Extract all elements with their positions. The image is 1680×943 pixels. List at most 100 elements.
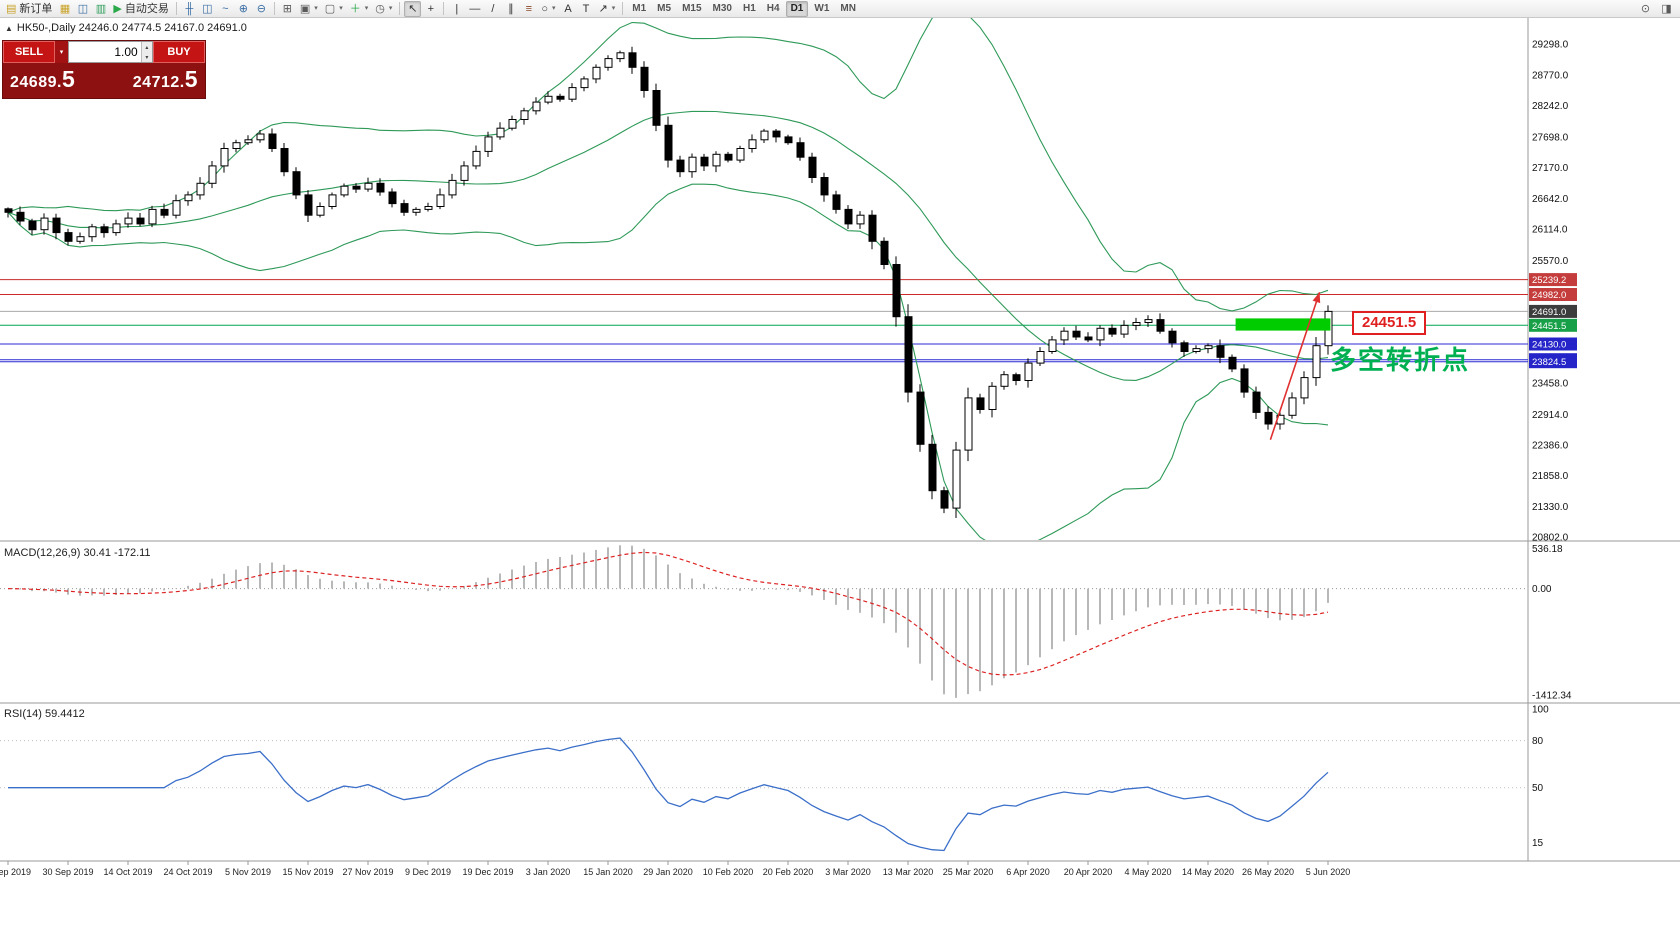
mt4-trading-window: ▤ 新订单 ▦ ◫ ▥ ▶ 自动交易 ╫ ◫ ~ ⊕ ⊖ ⊞ ▣ ▾ ▢ ▾ ＋ ▾ ◷ ▾ ↖ + | — / ∥ ≡ ○ ▾ A T ↗ ▾ M… [0,0,1680,877]
volume-up-icon[interactable]: ▴ [145,44,149,51]
crosshair-button[interactable]: + [422,1,439,17]
svg-text:27170.0: 27170.0 [1532,163,1569,174]
new-order-button-label: 新订单 [19,2,53,15]
svg-text:8 Sep 2019: 8 Sep 2019 [0,867,31,877]
svg-text:5 Jun 2020: 5 Jun 2020 [1306,867,1351,877]
timeframe-d1-button[interactable]: D1 [785,0,809,17]
timeframe-m5-button[interactable]: M5 [657,3,672,14]
tile-windows-button[interactable]: ⊞ [279,1,296,17]
autotrading-button[interactable]: ▶ 自动交易 [110,1,171,17]
cascade-windows-icon: ▣ [299,2,311,15]
search-button[interactable]: ⊙ [1637,1,1654,17]
toolbar-separator [443,2,445,15]
zoom-in-icon: ⊕ [238,2,248,15]
volume-dropdown-icon[interactable]: ▾ [55,41,68,63]
text-label-icon: T [582,2,590,15]
candles-layer [4,46,1333,518]
buy-price-main: 24712. [132,74,185,91]
terminal-button[interactable]: ▥ [92,1,109,17]
trend-arrow-annotation[interactable] [1269,292,1321,440]
market-watch-button[interactable]: ▦ [56,1,73,17]
svg-text:20 Feb 2020: 20 Feb 2020 [763,867,814,877]
timeframe-m30-button[interactable]: M30 [712,3,732,14]
date-axis: 8 Sep 2019 30 Sep 2019 14 Oct 2019 24 Oct 2… [0,861,1350,877]
svg-text:50: 50 [1532,783,1544,794]
new-order-button[interactable]: ▤ 新订单 [3,1,55,17]
candlestick-chart-button[interactable]: ◫ [199,1,216,17]
navigator-button[interactable]: ◫ [74,1,91,17]
svg-text:24691.0: 24691.0 [1532,307,1566,318]
volume-input[interactable] [69,42,141,62]
channel-button[interactable]: ∥ [502,1,519,17]
arrange-windows-button[interactable]: ▢ ▾ [322,1,346,17]
search-icon: ⊙ [1640,3,1651,15]
shapes-icon: ○ [541,2,549,15]
svg-text:24982.0: 24982.0 [1532,290,1566,301]
svg-text:4 May 2020: 4 May 2020 [1124,867,1171,877]
svg-text:3 Jan 2020: 3 Jan 2020 [526,867,571,877]
timeframe-w1-button[interactable]: W1 [814,3,830,14]
timeframe-h1-button[interactable]: H1 [742,3,756,14]
svg-text:21330.0: 21330.0 [1532,502,1569,513]
svg-text:24451.5: 24451.5 [1532,321,1566,332]
price-lines[interactable] [0,279,1528,363]
window-list-button[interactable]: ◨ [1658,1,1675,17]
line-chart-icon: ~ [222,2,229,15]
timeframe-h4-button[interactable]: H4 [766,3,780,14]
arrow-tools-button[interactable]: ↗ ▾ [596,1,619,17]
volume-stepper: ▴ ▾ [140,42,152,62]
line-chart-button[interactable]: ~ [217,1,234,17]
chevron-down-icon: ▾ [314,4,318,12]
svg-text:25239.2: 25239.2 [1532,275,1566,286]
sell-button[interactable]: SELL [3,41,55,63]
svg-text:14 Oct 2019: 14 Oct 2019 [103,867,152,877]
buy-button[interactable]: BUY [153,41,205,63]
crosshair-icon: + [427,2,435,15]
panel-frames [0,18,1680,862]
toolbar-separator [399,2,401,15]
cascade-windows-button[interactable]: ▣ ▾ [297,1,321,17]
bollinger-bands [7,18,1329,540]
timeframe-mn-button[interactable]: MN [840,3,856,14]
trendline-icon: / [491,2,495,15]
new-order-icon: ▤ [6,2,17,15]
zoom-in-button[interactable]: ⊕ [235,1,252,17]
svg-text:-1412.34: -1412.34 [1532,690,1572,701]
tile-windows-icon: ⊞ [282,2,292,15]
svg-text:15: 15 [1532,838,1544,849]
svg-text:23824.5: 23824.5 [1532,357,1566,368]
toolbar-separator [622,2,624,15]
profiles-icon: ◷ [375,2,385,15]
chevron-down-icon: ▾ [552,4,556,12]
fibonacci-button[interactable]: ≡ [520,1,537,17]
vertical-line-button[interactable]: | [448,1,465,17]
svg-text:0.00: 0.00 [1532,584,1552,595]
toolbar-separator [175,2,177,15]
price-callout-label[interactable]: 24451.5 [1352,311,1427,335]
bar-chart-button[interactable]: ╫ [181,1,198,17]
svg-text:15 Jan 2020: 15 Jan 2020 [583,867,633,877]
profiles-button[interactable]: ◷ ▾ [372,1,395,17]
text-button[interactable]: A [560,1,577,17]
volume-down-icon[interactable]: ▾ [145,54,149,61]
new-chart-button[interactable]: ＋ ▾ [347,1,372,17]
chevron-down-icon: ▾ [339,4,343,12]
turning-point-annotation[interactable]: 多空转折点 [1330,345,1471,375]
svg-text:24 Oct 2019: 24 Oct 2019 [163,867,212,877]
highlight-rectangle[interactable] [1235,318,1331,331]
zoom-out-button[interactable]: ⊖ [253,1,270,17]
svg-text:14 May 2020: 14 May 2020 [1182,867,1234,877]
timeframe-m15-button[interactable]: M15 [682,3,702,14]
text-label-button[interactable]: T [578,1,595,17]
shapes-button[interactable]: ○ ▾ [538,1,558,17]
svg-text:15 Nov 2019: 15 Nov 2019 [282,867,333,877]
timeframe-m1-button[interactable]: M1 [632,3,647,14]
trendline-button[interactable]: / [484,1,501,17]
horizontal-line-button[interactable]: — [466,1,483,17]
new-chart-icon: ＋ [349,2,361,15]
buy-price: 24712.5 [133,66,198,93]
cursor-button[interactable]: ↖ [404,0,422,17]
svg-text:21858.0: 21858.0 [1532,471,1569,482]
